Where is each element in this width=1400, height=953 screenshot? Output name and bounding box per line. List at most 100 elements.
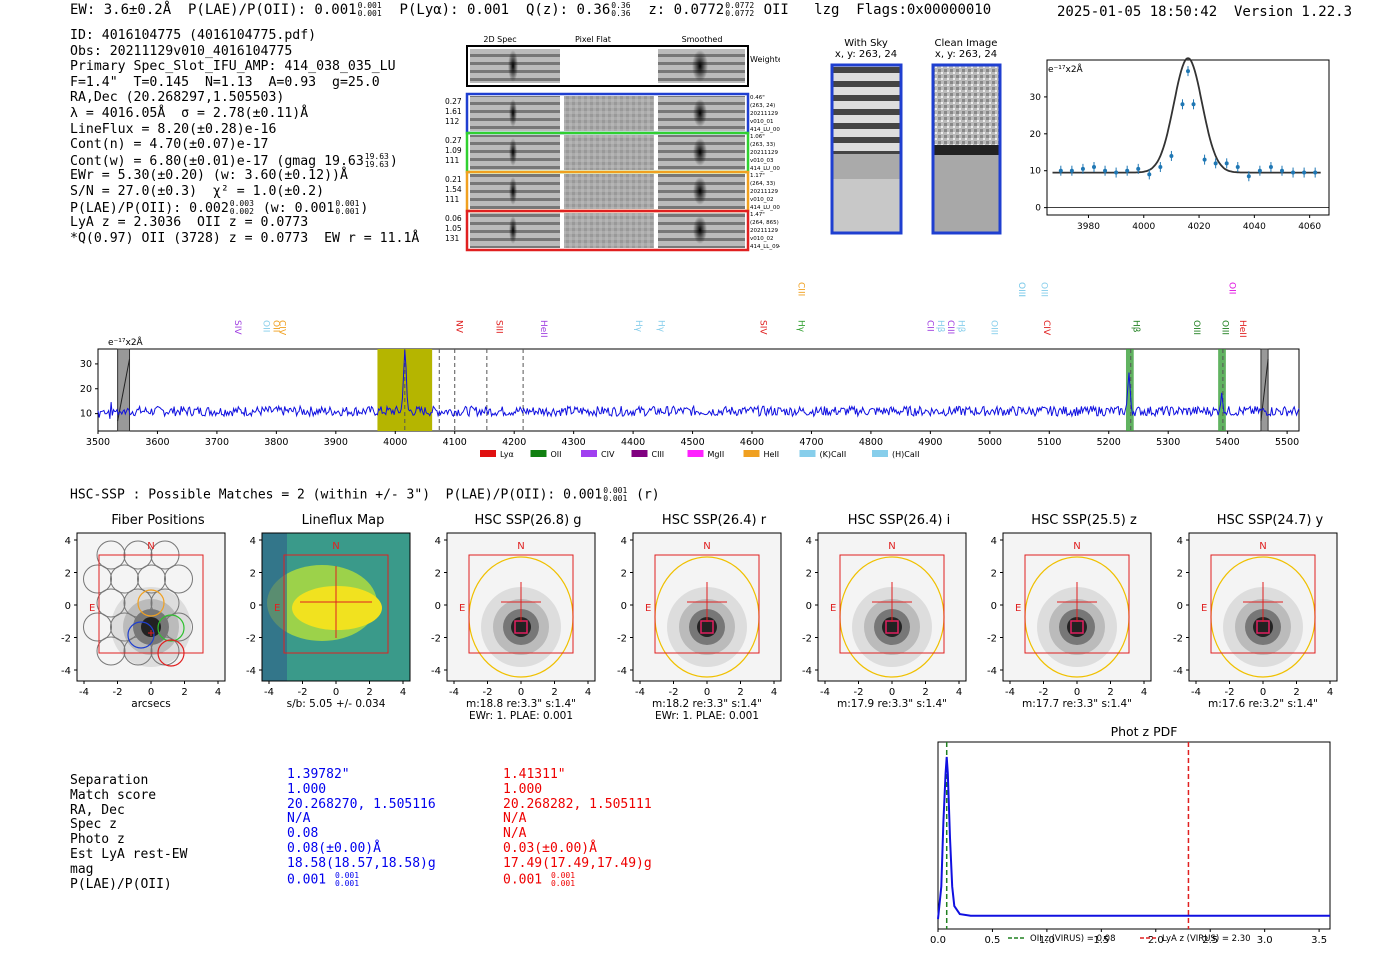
panel-xtick-label: -4	[1005, 687, 1015, 698]
fit-point	[1058, 165, 1063, 176]
cutout-left-label: 1.61	[445, 107, 462, 116]
east-label: E	[1015, 603, 1021, 614]
panel-xtick-label: 4	[956, 687, 962, 698]
north-label: N	[1259, 541, 1266, 552]
spec-line-label: Hβ	[1131, 320, 1141, 333]
fit-point	[1186, 66, 1190, 77]
spec-highlight-band	[1218, 349, 1226, 431]
fit-ytick-label: 20	[1030, 130, 1041, 140]
cutout-box	[98, 554, 204, 654]
pz-xtick-label: 2.5	[1202, 935, 1218, 946]
fit-point-marker	[1147, 172, 1152, 177]
spec-ytick-label: 20	[80, 384, 92, 395]
fit-point	[1125, 165, 1130, 176]
spectrum-line	[97, 350, 1300, 419]
panel-ytick-label: -4	[431, 666, 441, 677]
panel-xtick-label: -4	[635, 687, 645, 698]
frac-sub: 0.002	[229, 206, 254, 216]
hsc-panel: N E 4 2 0 -2 -4 -4 -2 0 2 4 m:17.7 re:3.3" s:1.4"	[987, 532, 1152, 710]
pz-xtick-label: 0.0	[930, 935, 946, 946]
frac-sub: 0.0772	[725, 9, 755, 18]
with-sky-label: With Sky	[844, 38, 888, 49]
spec-line-label: CII	[924, 320, 934, 332]
hsc-panel-title: Fiber Positions	[111, 513, 205, 528]
cutout-2d-peak	[509, 99, 517, 127]
fit-point-marker	[1114, 170, 1119, 175]
panel-xtick-label: 2	[1107, 687, 1113, 698]
fit-point	[1092, 162, 1096, 173]
fiber-circle	[137, 612, 166, 642]
spec-legend-item: Lyα	[480, 450, 514, 459]
galaxy-isophote	[1067, 617, 1087, 637]
cutout-flat	[564, 174, 654, 209]
cmp-label: Spec z	[70, 817, 117, 833]
header-z: z: 0.0772	[648, 2, 725, 18]
fit-point-marker	[1213, 161, 1218, 166]
fit-point-marker	[1257, 168, 1262, 173]
spec-sky-hatch	[1260, 358, 1269, 422]
fit-point	[1235, 162, 1240, 173]
frac-sup: 0.001	[603, 486, 628, 495]
panel-ytick-label: 4	[1177, 536, 1183, 547]
spec-highlight-band	[377, 349, 433, 431]
comparison-labels: Separation Match score RA, Dec Spec z Ph…	[70, 773, 187, 892]
spec-legend-item: CIV	[581, 450, 615, 459]
photz-title: Phot z PDF	[1111, 724, 1178, 739]
hsc-panel-title: HSC SSP(25.5) z	[1031, 513, 1137, 528]
photz-curve	[937, 756, 1330, 920]
fiber-circle	[96, 588, 126, 618]
fit-point	[1246, 171, 1251, 182]
fit-xtick-label: 4020	[1188, 222, 1211, 232]
spec-ytick-label: 10	[80, 409, 92, 420]
panel-xtick-label: 0	[704, 687, 710, 698]
hsc-title: HSC-SSP : Possible Matches = 2 (within +…	[70, 487, 660, 503]
panel-ytick-label: 0	[435, 601, 441, 612]
panel-xtick-label: -2	[1039, 687, 1049, 698]
panel-xtick-label: 0	[518, 687, 524, 698]
east-label: E	[645, 603, 651, 614]
panel-xtick-label: -4	[264, 687, 274, 698]
panel-ytick-label: 0	[621, 601, 627, 612]
cmp-value: N/A	[503, 811, 527, 827]
cmp-value: 0.03(±0.00)Å	[503, 840, 597, 856]
legend-label: MgII	[708, 450, 725, 459]
spectral-cutouts: 2D Spec Pixel Flat Smoothed Weighted Sum…	[445, 35, 780, 252]
spec-xtick-label: 4700	[799, 437, 823, 448]
comparison-match-1: 1.39782" 1.000 20.268270, 1.505116 N/A 0…	[287, 767, 436, 887]
east-label: E	[274, 603, 280, 614]
legend-swatch	[480, 450, 496, 457]
fit-point-marker	[1235, 165, 1240, 170]
cmp-label: Match score	[70, 787, 157, 803]
cutout-right-label: v010_02	[750, 197, 774, 203]
panel-xtick-label: -4	[820, 687, 830, 698]
fit-point-marker	[1058, 168, 1063, 173]
with-sky-image	[833, 66, 900, 155]
spec-line-label: OII	[270, 320, 280, 332]
north-label: N	[1073, 541, 1080, 552]
pz-xtick-label: 1.0	[1039, 935, 1055, 946]
fit-xtick-label: 4060	[1298, 222, 1321, 232]
panel-ytick-label: 2	[65, 569, 71, 580]
cutout-right-label: 414_LU_002	[750, 205, 780, 211]
panel-xtick-label: 4	[400, 687, 406, 698]
cutout-left-label: 0.21	[445, 175, 462, 184]
panel-xtick-label: 0	[148, 687, 154, 698]
cutout-right-label: 20211129	[750, 228, 778, 234]
spec-legend-item: HeII	[743, 450, 779, 459]
panel-ytick-label: -4	[617, 666, 627, 677]
east-label: E	[1201, 603, 1207, 614]
panel-caption-2: EWr: 1. PLAE: 0.001	[655, 710, 759, 722]
cutout-left-label: 0.27	[445, 136, 462, 145]
panel-ytick-label: 4	[806, 536, 812, 547]
panel-ytick-label: 0	[806, 601, 812, 612]
frac-sub: 0.001	[603, 494, 628, 503]
panel-ytick-label: 4	[435, 536, 441, 547]
cmp-frac: 0.001 0.001	[551, 871, 575, 888]
spec-xtick-label: 4200	[502, 437, 526, 448]
fit-point-marker	[1092, 165, 1096, 170]
spec-legend-item: OII	[530, 450, 562, 459]
spec-legend-item: MgII	[687, 450, 725, 459]
spec-line-label: CIII	[795, 282, 805, 296]
cutout-right-label: 20211129	[750, 189, 778, 195]
